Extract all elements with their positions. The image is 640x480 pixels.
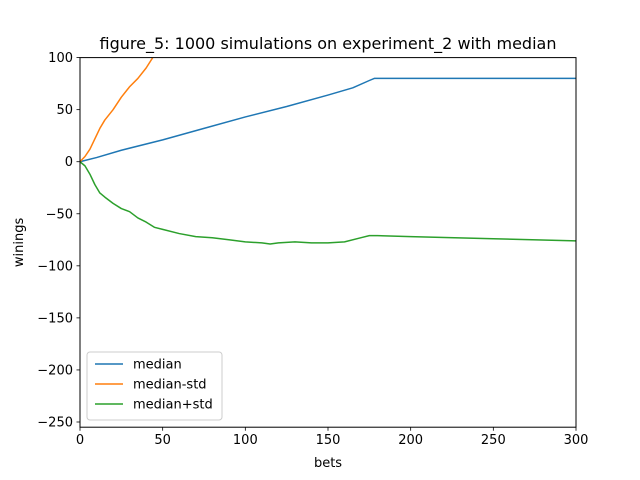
y-tick-label: 50 [56, 103, 73, 118]
y-tick-label: −100 [37, 259, 73, 274]
y-tick-label: −150 [37, 311, 73, 326]
legend-label: median+std [133, 398, 213, 413]
y-tick-label: −50 [46, 207, 73, 222]
legend-label: median [133, 358, 182, 373]
x-tick-label: 250 [481, 433, 506, 448]
legend: median median-std median+std [86, 351, 223, 421]
legend-box [86, 351, 223, 421]
x-tick-label: 50 [154, 433, 171, 448]
x-tick-label: 300 [564, 433, 589, 448]
x-tick-label: 200 [398, 433, 423, 448]
y-tick-label: −200 [37, 363, 73, 378]
series-line-1 [80, 57, 154, 163]
legend-label: median-std [133, 378, 207, 393]
y-axis-label: winings [12, 217, 27, 267]
plot-lines [80, 57, 576, 245]
chart-title: figure_5: 1000 simulations on experiment… [100, 34, 557, 54]
y-tick-label: 0 [65, 155, 73, 170]
y-tick-label: −250 [37, 415, 73, 430]
x-axis-label: bets [314, 456, 342, 471]
series-line-0 [80, 77, 576, 163]
series-line-2 [80, 160, 576, 245]
x-axis-ticks: 0 50 100 150 200 250 300 [76, 427, 589, 448]
x-tick-label: 0 [76, 433, 84, 448]
y-axis-ticks: 100 50 0 −50 −100 −150 −200 −250 [37, 51, 80, 430]
x-tick-label: 150 [316, 433, 341, 448]
y-tick-label: 100 [48, 51, 73, 66]
x-tick-label: 100 [233, 433, 258, 448]
